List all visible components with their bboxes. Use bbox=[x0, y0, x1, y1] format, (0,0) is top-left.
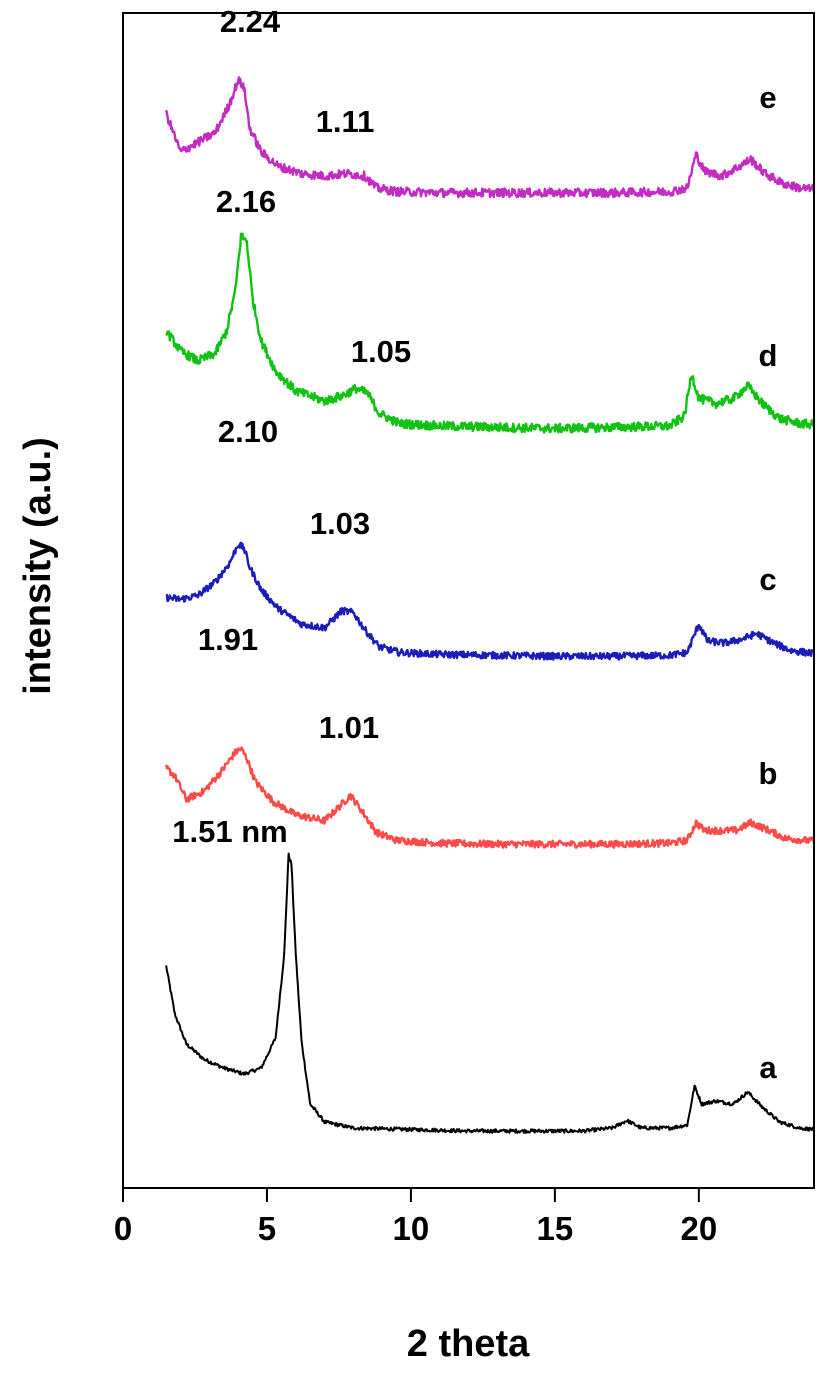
x-tick-label-5: 5 bbox=[258, 1210, 276, 1247]
peak-label-b: 1.01 bbox=[319, 710, 379, 745]
series-e-line bbox=[165, 76, 816, 199]
series-a-line bbox=[165, 852, 815, 1134]
peak-label-b: 1.91 bbox=[198, 622, 258, 657]
series-label-e: e bbox=[759, 80, 776, 115]
series-label-a: a bbox=[759, 1050, 777, 1085]
peak-label-a: 1.51 nm bbox=[172, 814, 287, 849]
x-tick-label-0: 0 bbox=[114, 1210, 132, 1247]
peak-label-c: 1.03 bbox=[310, 506, 370, 541]
series-label-b: b bbox=[759, 756, 778, 791]
peak-label-e: 2.24 bbox=[220, 4, 281, 39]
peak-label-e: 1.11 bbox=[316, 104, 375, 139]
peak-label-d: 2.16 bbox=[216, 184, 276, 219]
labels-layer: a b c d e 1.51 nm 1.91 1.01 2.10 1.03 2.16 1.05 2.24… bbox=[172, 4, 777, 1085]
series-d-line bbox=[165, 232, 816, 434]
x-tick-label-10: 10 bbox=[393, 1210, 430, 1247]
series-b-line bbox=[165, 746, 816, 849]
plot-frame bbox=[122, 12, 815, 1189]
y-axis-title: intensity (a.u.) bbox=[17, 437, 59, 695]
peak-label-c: 2.10 bbox=[218, 414, 278, 449]
peak-label-d: 1.05 bbox=[351, 334, 411, 369]
x-tick-label-15: 15 bbox=[537, 1210, 574, 1247]
series-c-line bbox=[165, 541, 815, 661]
x-ticks-layer: 0 5 10 15 20 bbox=[114, 1188, 717, 1247]
x-tick-label-20: 20 bbox=[680, 1210, 717, 1247]
traces-layer bbox=[165, 76, 816, 1134]
x-axis-title: 2 theta bbox=[407, 1323, 530, 1365]
series-label-d: d bbox=[759, 338, 778, 373]
series-label-c: c bbox=[759, 562, 776, 597]
